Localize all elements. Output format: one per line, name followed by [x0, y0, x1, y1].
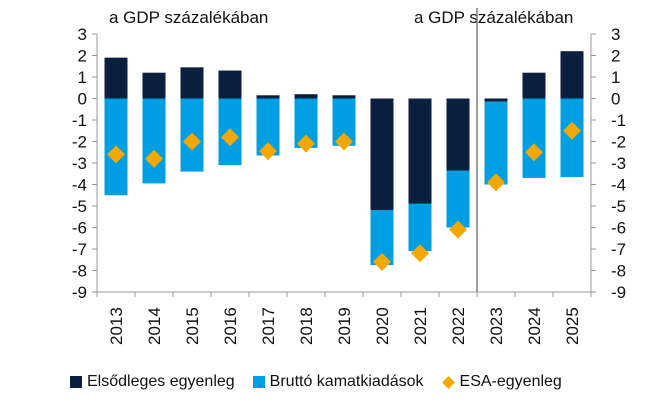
- marker-esa-balance-2025: [563, 121, 581, 140]
- y-tick-label-right: -9: [611, 283, 626, 302]
- y-tick-label-left: -8: [72, 262, 87, 281]
- bar-interest-expenditure-2017: [256, 98, 280, 156]
- bar-primary-balance-2014: [142, 72, 166, 99]
- bar-primary-balance-2015: [180, 67, 204, 99]
- y-tick-label-left: -2: [72, 133, 87, 152]
- y-tick-label-right: 1: [611, 68, 620, 87]
- y-tick-label-right: -8: [611, 262, 626, 281]
- marker-esa-balance-2016: [221, 128, 239, 147]
- x-tick-label-2024: 2024: [525, 307, 544, 345]
- x-tick-label-2013: 2013: [107, 307, 126, 345]
- x-tick-label-2015: 2015: [183, 307, 202, 345]
- y-tick-label-left: 0: [78, 90, 87, 109]
- legend-marker-esa-balance: [441, 375, 455, 389]
- legend-label-primary-balance: Elsődleges egyenleg: [87, 373, 235, 390]
- x-tick-label-2014: 2014: [145, 307, 164, 345]
- marker-esa-balance-2022: [449, 220, 467, 239]
- y-tick-label-left: -1: [72, 111, 87, 130]
- bar-interest-expenditure-2021: [408, 203, 432, 252]
- y-tick-label-left: -7: [72, 240, 87, 259]
- y-tick-label-left: 3: [78, 25, 87, 44]
- bar-primary-balance-2018: [294, 94, 318, 99]
- y-tick-label-left: -6: [72, 219, 87, 238]
- marker-esa-balance-2013: [107, 145, 125, 164]
- y-tick-label-right: -7: [611, 240, 626, 259]
- legend-item-primary-balance: Elsődleges egyenleg: [70, 373, 235, 391]
- bar-interest-expenditure-2019: [332, 98, 356, 146]
- y-tick-label-right: 3: [611, 25, 620, 44]
- y-tick-label-left: -4: [72, 176, 87, 195]
- legend-label-interest-expenditure: Bruttó kamatkiadások: [269, 373, 424, 390]
- bar-interest-expenditure-2014: [142, 98, 166, 184]
- marker-esa-balance-2014: [145, 149, 163, 168]
- y-tick-label-right: -4: [611, 176, 626, 195]
- y-tick-label-right: -1: [611, 111, 626, 130]
- x-tick-label-2021: 2021: [411, 307, 430, 345]
- bar-primary-balance-2016: [218, 70, 242, 99]
- bar-interest-expenditure-2022: [446, 170, 470, 228]
- x-tick-label-2022: 2022: [449, 307, 468, 345]
- marker-esa-balance-2017: [259, 142, 277, 161]
- bar-primary-balance-2021: [408, 98, 432, 204]
- y-tick-label-left: 1: [78, 68, 87, 87]
- y-tick-label-left: -5: [72, 197, 87, 216]
- y-tick-label-right: 0: [611, 90, 620, 109]
- bar-primary-balance-2013: [104, 57, 128, 99]
- y-tick-label-left: -3: [72, 154, 87, 173]
- x-tick-label-2017: 2017: [259, 307, 278, 345]
- marker-esa-balance-2015: [183, 132, 201, 151]
- bar-interest-expenditure-2020: [370, 210, 394, 266]
- y-tick-label-right: -3: [611, 154, 626, 173]
- marker-esa-balance-2019: [335, 132, 353, 151]
- bar-primary-balance-2022: [446, 98, 470, 171]
- legend-swatch-interest-expenditure: [252, 376, 265, 388]
- y-tick-label-left: 2: [78, 47, 87, 66]
- legend-swatch-primary-balance: [70, 376, 82, 388]
- legend-item-esa-balance: ESA-egyenleg: [441, 373, 562, 391]
- legend-item-interest-expenditure: Bruttó kamatkiadások: [252, 373, 424, 391]
- bar-interest-expenditure-2018: [294, 98, 318, 148]
- x-tick-label-2023: 2023: [487, 307, 506, 345]
- bar-primary-balance-2017: [256, 95, 280, 99]
- y-tick-label-left: -9: [72, 283, 87, 302]
- y-tick-label-right: -2: [611, 133, 626, 152]
- y-tick-label-right: -5: [611, 197, 626, 216]
- marker-esa-balance-2023: [487, 173, 505, 192]
- y-tick-label-right: -6: [611, 219, 626, 238]
- bar-interest-expenditure-2024: [522, 98, 546, 179]
- x-tick-label-2016: 2016: [221, 307, 240, 345]
- x-tick-label-2018: 2018: [297, 307, 316, 345]
- marker-esa-balance-2024: [525, 143, 543, 162]
- bar-primary-balance-2019: [332, 95, 356, 99]
- bar-primary-balance-2024: [522, 72, 546, 99]
- bar-interest-expenditure-2023: [484, 101, 508, 185]
- unit-label-right: a GDP százalékában: [414, 8, 574, 27]
- y-tick-label-right: 2: [611, 47, 620, 66]
- x-tick-label-2019: 2019: [335, 307, 354, 345]
- unit-label-left: a GDP százalékában: [109, 8, 269, 27]
- legend-label-esa-balance: ESA-egyenleg: [459, 373, 562, 390]
- marker-esa-balance-2020: [373, 252, 391, 271]
- bar-primary-balance-2025: [560, 51, 584, 99]
- marker-esa-balance-2021: [411, 244, 429, 263]
- bar-primary-balance-2023: [484, 98, 508, 102]
- x-tick-label-2020: 2020: [373, 307, 392, 345]
- bar-primary-balance-2020: [370, 98, 394, 211]
- x-tick-label-2025: 2025: [563, 307, 582, 345]
- marker-esa-balance-2018: [297, 134, 315, 153]
- legend: Elsődleges egyenleg Bruttó kamatkiadások…: [70, 373, 580, 391]
